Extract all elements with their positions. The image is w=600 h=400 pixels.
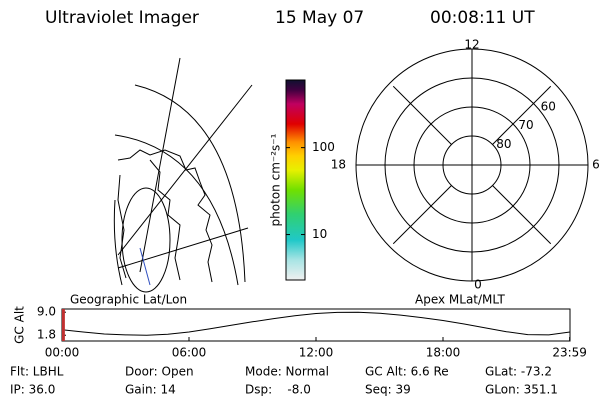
status-field: Gain: 14 bbox=[125, 383, 176, 397]
x-tick-label: 18:00 bbox=[426, 346, 461, 360]
colorbar-label: photon cm⁻²s⁻¹ bbox=[269, 133, 283, 226]
colorbar bbox=[285, 79, 306, 281]
polar-diagonal bbox=[492, 85, 552, 145]
lat-label: 60 bbox=[541, 100, 556, 114]
y-tick-label: 1.8 bbox=[37, 328, 56, 342]
mlt-label: 12 bbox=[464, 38, 479, 52]
status-field: Dsp: -8.0 bbox=[245, 383, 311, 397]
x-tick-label: 06:00 bbox=[172, 346, 207, 360]
left-label: Geographic Lat/Lon bbox=[70, 293, 187, 307]
y-tick-label: 9.0 bbox=[37, 305, 56, 319]
mlt-label: 18 bbox=[331, 158, 346, 172]
mlt-label: 6 bbox=[592, 158, 600, 172]
colorbar-tick-label: 100 bbox=[312, 140, 335, 154]
x-tick-label: 23:59 bbox=[552, 346, 587, 360]
x-tick-label: 00:00 bbox=[45, 346, 80, 360]
status-field: Mode: Normal bbox=[245, 365, 329, 379]
status-field: Door: Open bbox=[125, 365, 194, 379]
lat-label: 80 bbox=[496, 137, 511, 151]
status-field: GLat: -73.2 bbox=[485, 365, 552, 379]
status-field: IP: 36.0 bbox=[10, 383, 55, 397]
y-axis-label: GC Alt bbox=[13, 306, 27, 344]
altitude-line bbox=[61, 311, 571, 336]
title: Ultraviolet Imager bbox=[45, 8, 199, 28]
x-tick-label: 12:00 bbox=[299, 346, 334, 360]
status-field: GLon: 351.1 bbox=[485, 383, 558, 397]
status-field: Seq: 39 bbox=[365, 383, 411, 397]
current-time-marker bbox=[62, 309, 65, 341]
polar-diagonal bbox=[492, 185, 552, 245]
status-field: GC Alt: 6.6 Re bbox=[365, 365, 449, 379]
right-label: Apex MLat/MLT bbox=[415, 293, 505, 307]
lat-label: 70 bbox=[518, 118, 533, 132]
status-field: Flt: LBHL bbox=[10, 365, 64, 379]
date: 15 May 07 bbox=[275, 8, 364, 28]
polar-diagonal bbox=[392, 185, 452, 245]
mlt-label: 0 bbox=[474, 278, 482, 292]
colorbar-tick-label: 10 bbox=[312, 227, 327, 241]
time: 00:08:11 UT bbox=[430, 8, 535, 28]
polar-diagonal bbox=[392, 85, 452, 145]
geographic-map bbox=[113, 57, 253, 293]
